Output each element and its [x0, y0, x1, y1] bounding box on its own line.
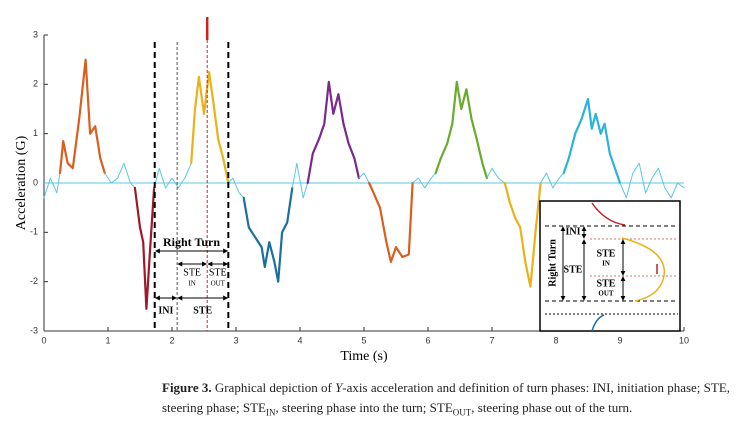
line-segment: [227, 177, 245, 199]
x-tick-label: 5: [361, 335, 366, 345]
x-tick-label: 3: [233, 335, 238, 345]
caption-text: OUT: [452, 407, 472, 418]
line-segment: [562, 98, 622, 185]
caption-text: IN: [265, 407, 276, 418]
annotation: OUT: [211, 280, 226, 288]
caption-text: Graphical depiction of: [214, 380, 336, 395]
annotation: STE: [183, 267, 201, 278]
y-tick-label: 2: [33, 79, 38, 89]
line-segment: [503, 181, 542, 288]
inset-label: INI: [565, 226, 580, 237]
y-tick-label: 3: [33, 29, 38, 39]
y-tick-label: -1: [30, 227, 38, 237]
caption-text: , steering phase out of the turn.: [471, 399, 633, 415]
y-axis-label: Acceleration (G): [14, 135, 29, 230]
x-tick-label: 9: [617, 335, 622, 345]
caption-label: Figure 3.: [162, 380, 212, 395]
line-segment: [58, 58, 106, 175]
x-tick-label: 2: [169, 335, 174, 345]
line-segment: [540, 172, 565, 189]
y-tick-label: 1: [33, 128, 38, 138]
annotation: INI: [158, 305, 173, 316]
inset-curve: [591, 202, 626, 226]
y-tick-label: 0: [33, 177, 38, 187]
line-segment: [434, 80, 488, 180]
inset-label: IN: [602, 260, 610, 268]
line-segment: [242, 186, 294, 283]
y-tick-label: -3: [30, 325, 38, 335]
caption-text: , steering phase into the turn; STE: [275, 399, 453, 415]
line-segment: [486, 167, 506, 184]
x-tick-label: 6: [425, 335, 430, 345]
inset-label: STE: [597, 248, 616, 259]
line-segment: [619, 162, 685, 199]
inset-label: STE: [564, 264, 583, 275]
line-segment: [306, 80, 360, 185]
x-tick-label: 7: [489, 335, 494, 345]
line-segment: [133, 186, 156, 310]
x-tick-label: 8: [553, 335, 558, 345]
line-segment: [190, 70, 230, 185]
inset-curve: [621, 237, 666, 302]
chart: Acceleration (G) Time (s) -3 -2 -1 0 1 2 3 0 1 2 3…: [14, 17, 689, 364]
line-segment: [368, 181, 414, 263]
line-segment: [104, 162, 136, 189]
y-tick-label: -2: [30, 276, 38, 286]
annotation: IN: [188, 280, 195, 288]
inset-curve: [591, 314, 605, 332]
x-axis-label: Time (s): [340, 349, 388, 364]
inset-label: OUT: [598, 290, 614, 298]
annotation: Right Turn: [163, 235, 220, 249]
line-segment: [153, 162, 192, 189]
line-segment: [358, 172, 370, 184]
line-segment: [291, 162, 309, 199]
caption: Figure 3. Graphical depiction of Y-axis …: [162, 378, 742, 423]
caption-text: -axis acceleration and definition of tur…: [162, 380, 731, 415]
x-tick-label: 1: [105, 335, 110, 345]
annotation: STE: [209, 267, 227, 278]
caption-text: Y: [335, 380, 343, 395]
line-segment: [43, 172, 61, 199]
line-segment: [412, 172, 437, 189]
annotation: STE: [193, 305, 212, 316]
inset-label: STE: [597, 278, 616, 289]
x-tick-label: 4: [297, 335, 302, 345]
x-tick-label: 0: [41, 335, 46, 345]
inset-label: Right Turn: [547, 239, 558, 287]
inset: Right Turn INI STE STE IN STE OUT: [539, 200, 681, 332]
x-tick-label: 10: [679, 335, 689, 345]
